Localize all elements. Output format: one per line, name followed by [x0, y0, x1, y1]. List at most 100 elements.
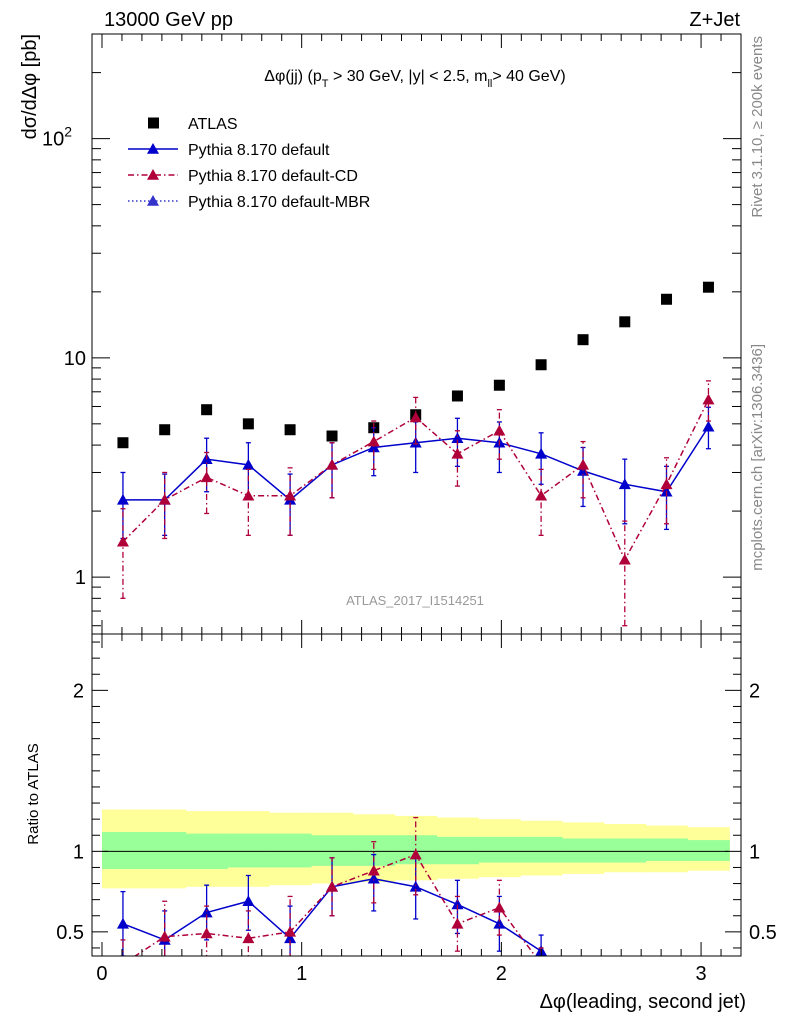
marker-default: [451, 432, 464, 443]
ratio-marker-default: [242, 895, 255, 907]
ratio-marker-cd: [409, 848, 422, 860]
ratio-marker-cd: [242, 932, 255, 944]
marker-cd: [493, 424, 506, 436]
ratio-marker-cd: [451, 917, 464, 929]
ratio-y-tick-label-right: 0.5: [749, 922, 777, 944]
band-inner: [520, 836, 563, 863]
band-inner: [478, 836, 521, 863]
band-inner: [645, 838, 689, 862]
marker-cd: [116, 535, 129, 547]
legend-label-mbr: Pythia 8.170 default-MBR: [188, 194, 370, 211]
band-inner: [269, 833, 312, 868]
data-point-atlas: [117, 437, 129, 449]
header-left: 13000 GeV pp: [104, 9, 233, 31]
marker-cd: [326, 458, 339, 470]
legend: ATLAS Pythia 8.170 default Pythia 8.170 de…: [128, 116, 370, 211]
ratio-marker-cd: [367, 864, 380, 876]
main-marks: [116, 281, 715, 627]
data-point-atlas: [493, 379, 505, 391]
ratio-marker-cd: [200, 927, 213, 939]
main-y-tick-label: 10: [64, 348, 86, 370]
data-point-atlas: [661, 293, 673, 305]
data-point-atlas: [619, 316, 631, 328]
main-title-part-c: > 40 GeV): [492, 68, 565, 85]
main-axes: 1 10 102: [42, 33, 741, 634]
main-panel: Δφ(jj) (pT > 30 GeV, |y| < 2.5, mll> 40 …: [19, 33, 742, 635]
ratio-marker-default: [116, 917, 129, 929]
band-inner: [436, 836, 479, 865]
ratio-panel: Ratio to ATLAS 0 1 2 3 0.5 0.5 1 1 2 2 Δφ(leading…: [25, 633, 777, 1013]
ratio-axes: 0 1 2 3 0.5 0.5 1 1 2 2: [56, 634, 777, 985]
main-title: Δφ(jj) (pT > 30 GeV, |y| < 2.5, mll> 40 …: [264, 68, 565, 90]
side-note-top: Rivet 3.1.10, ≥ 200k events: [749, 36, 766, 218]
ratio-marker-default: [367, 872, 380, 884]
data-point-atlas: [159, 424, 171, 436]
legend-label-default: Pythia 8.170 default: [188, 142, 330, 159]
band-inner: [143, 832, 187, 870]
legend-marker-cd: [147, 169, 159, 180]
marker-cd: [660, 478, 673, 490]
data-point-atlas: [242, 418, 254, 430]
marker-cd: [535, 489, 548, 501]
x-tick-label: 1: [296, 963, 307, 985]
ratio-y-tick-label: 2: [73, 680, 84, 702]
main-title-sub-1: T: [322, 78, 329, 90]
watermark: ATLAS_2017_I1514251: [346, 593, 484, 608]
band-inner: [687, 840, 730, 862]
x-tick-label: 0: [96, 963, 107, 985]
marker-cd: [158, 493, 171, 505]
marker-cd: [577, 458, 590, 470]
legend-marker-mbr: [147, 195, 159, 206]
x-tick-label: 3: [695, 963, 706, 985]
ratio-series: [116, 816, 548, 969]
marker-cd: [284, 489, 297, 501]
ratio-marks: [101, 809, 730, 969]
marker-default: [702, 420, 715, 432]
band-inner: [227, 833, 270, 868]
ratio-frame: [91, 633, 742, 957]
ratio-marker-cd: [493, 901, 506, 913]
legend-label-data: ATLAS: [188, 116, 238, 133]
ratio-marker-cd: [117, 958, 129, 969]
marker-default: [116, 493, 129, 505]
marker-default: [618, 478, 631, 490]
main-y-axis-label: dσ/dΔφ [pb]: [19, 34, 41, 139]
main-y-tick-label: 102: [42, 124, 72, 151]
band-inner: [603, 838, 647, 863]
main-title-sub-2: ll: [487, 78, 492, 90]
data-point-atlas: [535, 359, 547, 371]
marker-cd: [409, 411, 422, 423]
header-right: Z+Jet: [689, 9, 740, 31]
data-point-atlas: [201, 404, 213, 416]
ratio-marker-default: [493, 917, 506, 929]
marker-cd: [702, 393, 715, 405]
legend-label-cd: Pythia 8.170 default-CD: [188, 168, 358, 185]
marker-default: [367, 441, 380, 453]
main-title-part-b: > 30 GeV, |y| < 2.5, m: [329, 68, 488, 85]
ratio-marker-default: [451, 898, 464, 910]
ratio-marker-default: [409, 880, 422, 892]
marker-cd: [200, 471, 213, 483]
ratio-marker-cd: [326, 880, 339, 892]
marker-default: [535, 447, 548, 459]
band-inner: [562, 838, 605, 863]
ratio-y-tick-label: 0.5: [56, 922, 84, 944]
band-inner: [101, 832, 145, 870]
marker-cd: [242, 489, 255, 501]
data-point-atlas: [702, 281, 714, 293]
ratio-y-axis-label: Ratio to ATLAS: [25, 743, 42, 844]
ratio-marker-cd: [284, 925, 297, 937]
ratio-y-tick-label-right: 1: [749, 841, 760, 863]
ratio-line-cd: [133, 853, 537, 956]
main-title-part-a: Δφ(jj) (p: [264, 68, 322, 85]
data-point-atlas: [577, 334, 589, 346]
main-y-tick-label: 1: [75, 567, 86, 589]
data-point-atlas: [284, 424, 296, 436]
ratio-y-tick-label-right: 2: [749, 680, 760, 702]
ratio-y-tick-label: 1: [73, 841, 84, 863]
ratio-marker-default: [200, 906, 213, 918]
x-tick-label: 2: [496, 963, 507, 985]
ratio-marker-cd: [158, 930, 171, 942]
main-y-tick-exponent: 2: [64, 124, 72, 140]
